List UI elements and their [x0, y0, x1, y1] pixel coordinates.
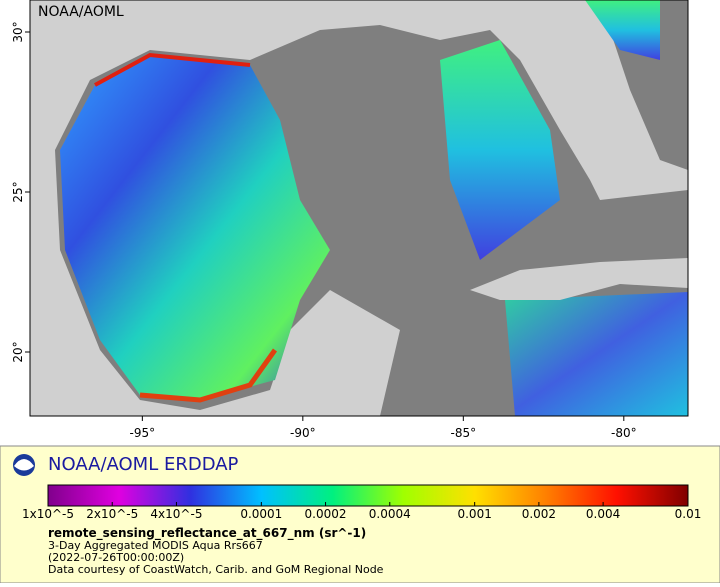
colorbar — [47, 484, 689, 507]
colorbar-tick-label: 0.004 — [586, 507, 620, 521]
map-frame — [29, 0, 689, 417]
colorbar-tick-label: 0.0002 — [305, 507, 347, 521]
noaa-logo-bird — [14, 459, 34, 471]
x-tick-label: -85° — [451, 426, 477, 440]
colorbar-tick-label: 4x10^-5 — [150, 507, 202, 521]
colorbar-tick-label: 0.0004 — [369, 507, 411, 521]
imagery-caribbean — [505, 292, 688, 416]
y-tick-label: 20° — [11, 341, 25, 362]
x-tick-label: -90° — [290, 426, 316, 440]
colorbar-tick-label: 0.0001 — [240, 507, 282, 521]
y-tick-label: 25° — [11, 181, 25, 202]
coastal-high-values — [94, 52, 251, 87]
axes: -95° -90° -85° -80° 20° 25° 30° — [11, 21, 637, 440]
x-tick-label: -80° — [611, 426, 637, 440]
watermark: NOAA/AOML — [38, 4, 124, 20]
colorbar-tick-label: 0.001 — [457, 507, 491, 521]
colorbar-tick-label: 0.002 — [522, 507, 556, 521]
imagery-east — [440, 40, 560, 260]
y-tick-label: 30° — [11, 21, 25, 42]
colorbar-tick-label: 2x10^-5 — [86, 507, 138, 521]
colorbar-tick-label: 0.01 — [675, 507, 702, 521]
variable-name: remote_sensing_reflectance_at_667_nm (sr… — [48, 526, 366, 541]
dataset-name: 3-Day Aggregated MODIS Aqua Rrs667 — [48, 539, 263, 552]
legend-panel — [0, 445, 720, 584]
cuba — [470, 258, 688, 300]
colorbar-tick-label: 1x10^-5 — [22, 507, 74, 521]
legend-title: NOAA/AOML ERDDAP — [48, 454, 239, 475]
time-stamp: (2022-07-26T00:00:00Z) — [48, 551, 184, 564]
credit: Data courtesy of CoastWatch, Carib. and … — [48, 563, 384, 576]
x-tick-label: -95° — [130, 426, 156, 440]
imagery-west — [60, 55, 330, 400]
coastal-high-values — [139, 348, 278, 403]
imagery-atlantic — [585, 0, 660, 60]
